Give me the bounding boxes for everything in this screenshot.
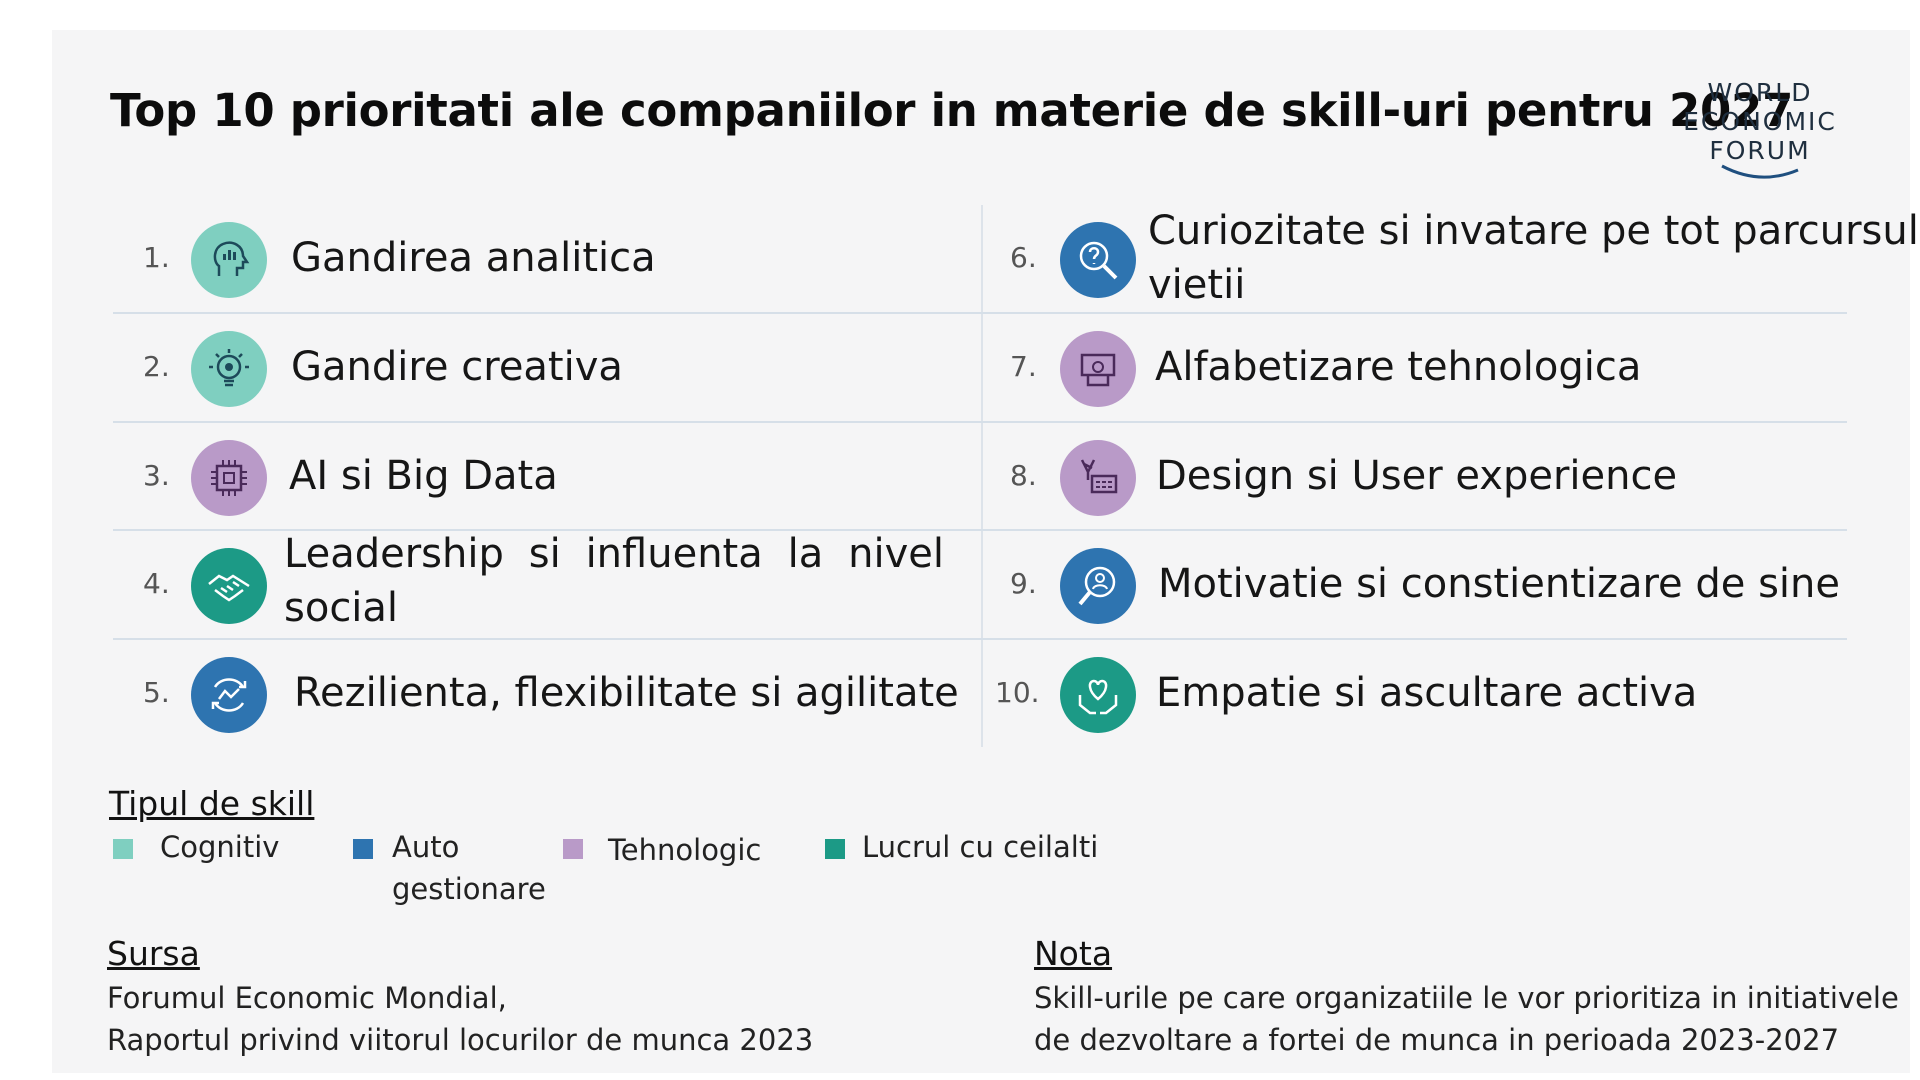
heart-hands-icon (1060, 657, 1136, 733)
legend-title: Tipul de skill (109, 784, 315, 823)
skill-number: 6. (1010, 241, 1037, 274)
skill-number: 5. (143, 676, 170, 709)
column-divider (981, 205, 983, 747)
device-gear-icon (1060, 331, 1136, 407)
row-divider (113, 421, 1847, 423)
skill-row-8: 8. Design si User experience (983, 422, 1883, 530)
magnifier-question-icon (1060, 222, 1136, 298)
skill-row-5: 5. Rezilienta, flexibilitate si agilitat… (113, 639, 973, 747)
skill-row-3: 3. AI si Big Data (113, 422, 973, 530)
page-title: Top 10 prioritati ale companiilor in mat… (110, 84, 1794, 137)
skill-number: 2. (143, 350, 170, 383)
skill-row-9: 9. Motivatie si constientizare de sine (983, 530, 1883, 638)
skill-label-line-2: social (284, 585, 399, 631)
row-divider (113, 312, 1847, 314)
note-line-2: de dezvoltare a fortei de munca in perio… (1034, 1023, 1840, 1057)
skill-number: 9. (1010, 567, 1037, 600)
skill-label: Design si User experience (1156, 453, 1678, 499)
source-title: Sursa (107, 934, 200, 973)
skill-label: Gandirea analitica (291, 235, 656, 281)
note-title: Nota (1034, 934, 1113, 973)
handshake-icon (191, 548, 267, 624)
skill-label-line-1: Curiozitate si invatare pe tot parcursul (1148, 208, 1919, 254)
legend-label-tehnologic: Tehnologic (608, 833, 762, 867)
logo-arc-icon (1721, 164, 1799, 179)
skill-label-line-2: vietii (1148, 262, 1246, 308)
note-line-1: Skill-urile pe care organizatiile le vor… (1034, 981, 1899, 1015)
legend-swatch-cognitiv (113, 839, 133, 859)
design-tools-icon (1060, 440, 1136, 516)
logo-line-3: FORUM (1709, 136, 1811, 165)
skill-number: 7. (1010, 350, 1037, 383)
legend-label-auto-line-2: gestionare (392, 872, 546, 906)
skill-row-10: 10. Empatie si ascultare activa (983, 639, 1883, 747)
legend-label-lucrul: Lucrul cu ceilalti (862, 830, 1099, 864)
skill-row-1: 1. Gandirea analitica (113, 204, 973, 312)
skill-label-line-1: Leadership si influenta la nivel (284, 531, 944, 577)
logo-line-2: ECONOMIC (1683, 107, 1837, 136)
skill-row-2: 2. Gandire creativa (113, 313, 973, 421)
legend-swatch-auto (353, 839, 373, 859)
skill-label: Alfabetizare tehnologica (1155, 344, 1642, 390)
skill-label: Rezilienta, flexibilitate si agilitate (294, 670, 959, 716)
legend-swatch-lucrul (825, 839, 845, 859)
skill-row-4: 4. Leadership si influenta la nivel soci… (113, 530, 973, 638)
legend-label-cognitiv: Cognitiv (160, 830, 280, 864)
skill-number: 8. (1010, 459, 1037, 492)
skill-row-7: 7. Alfabetizare tehnologica (983, 313, 1883, 421)
arrows-cycle-icon (191, 657, 267, 733)
legend-label-auto-line-1: Auto (392, 830, 460, 864)
skill-label: AI si Big Data (289, 453, 558, 499)
skill-label: Empatie si ascultare activa (1156, 670, 1698, 716)
skill-row-6: 6. Curiozitate si invatare pe tot parcur… (983, 204, 1919, 312)
skill-label: Motivatie si constientizare de sine (1158, 561, 1840, 607)
self-search-icon (1060, 548, 1136, 624)
skill-label: Gandire creativa (291, 344, 623, 390)
logo-line-1: WORLD (1707, 78, 1813, 107)
skill-number: 1. (143, 241, 170, 274)
row-divider (113, 529, 1847, 531)
skill-number: 3. (143, 459, 170, 492)
head-chart-icon (191, 222, 267, 298)
row-divider (113, 638, 1847, 640)
skill-number: 4. (143, 567, 170, 600)
wef-logo: WORLD ECONOMIC FORUM (1670, 78, 1850, 184)
source-line-1: Forumul Economic Mondial, (107, 981, 507, 1015)
source-line-2: Raportul privind viitorul locurilor de m… (107, 1023, 814, 1057)
chip-icon (191, 440, 267, 516)
lightbulb-gear-icon (191, 331, 267, 407)
skill-number: 10. (995, 676, 1040, 709)
legend-swatch-tehnologic (563, 839, 583, 859)
